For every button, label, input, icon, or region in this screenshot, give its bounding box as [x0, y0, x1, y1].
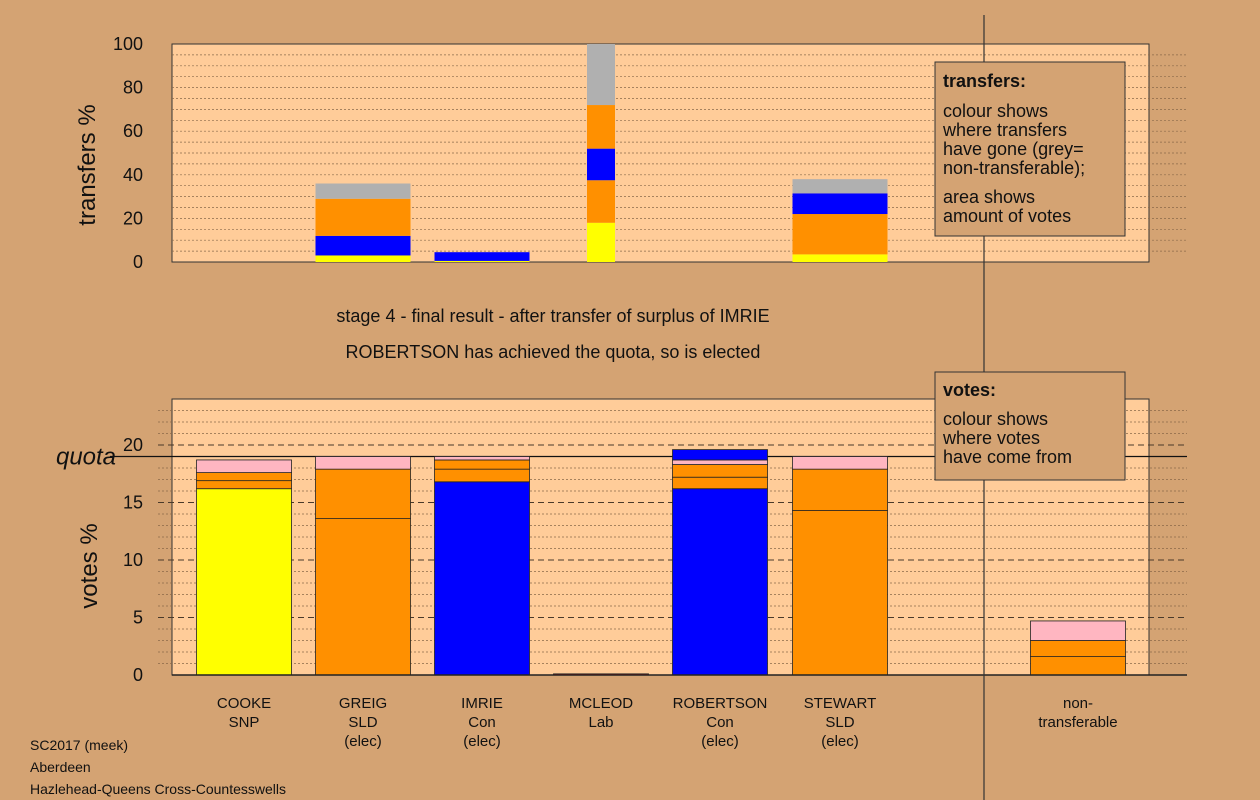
- votes-y-ticks: 0 5 10 15 20: [123, 435, 143, 685]
- footer-line: SC2017 (meek): [30, 737, 128, 753]
- vote-bar-segment: [196, 459, 292, 474]
- vote-bar-segment: [434, 481, 530, 676]
- category-label: SLD: [825, 714, 854, 731]
- votes-legend-line: colour shows: [943, 409, 1048, 429]
- vote-bar-segment: [315, 456, 411, 470]
- y-tick-label: 100: [113, 34, 143, 54]
- category-label: (elec): [821, 733, 859, 750]
- transfer-bar-segment: [792, 179, 888, 194]
- category-label: SNP: [229, 714, 260, 731]
- y-tick-label: 20: [123, 435, 143, 455]
- transfer-bar-segment: [315, 198, 411, 236]
- transfer-bar-segment: [315, 235, 411, 256]
- y-tick-label: 80: [123, 78, 143, 98]
- votes-legend-title: votes:: [943, 380, 996, 400]
- stage-text: stage 4 - final result - after transfer …: [336, 306, 769, 326]
- transfers-bars: [315, 44, 888, 262]
- votes-y-axis-title: votes %: [76, 523, 103, 608]
- y-tick-label: 20: [123, 208, 143, 228]
- transfer-bar-segment: [792, 193, 888, 215]
- vote-bar-segment: [434, 456, 530, 461]
- transfer-bar-segment: [587, 44, 615, 106]
- transfers-legend-line: non-transferable);: [943, 158, 1085, 178]
- elected-text: ROBERTSON has achieved the quota, so is …: [346, 342, 761, 362]
- footer-line: Aberdeen: [30, 759, 91, 775]
- vote-bar-segment: [792, 468, 888, 511]
- votes-legend-box: votes: colour shows where votes have com…: [934, 371, 1126, 481]
- transfers-legend-line: area shows: [943, 187, 1035, 207]
- vote-bar-segment: [672, 476, 768, 490]
- transfer-bar-segment: [315, 255, 411, 262]
- vote-bar-segment: [1030, 656, 1126, 676]
- vote-bar-segment: [672, 464, 768, 478]
- category-label: ROBERTSON: [673, 695, 768, 712]
- votes-legend-background: [934, 371, 1126, 481]
- quota-label: quota: [56, 444, 116, 471]
- vote-bar-segment: [792, 510, 888, 676]
- y-tick-label: 0: [133, 252, 143, 272]
- transfer-bar-segment: [587, 222, 615, 262]
- category-label: non-: [1063, 695, 1093, 712]
- transfer-bar-segment: [587, 180, 615, 223]
- category-label: SLD: [348, 714, 377, 731]
- category-label: GREIG: [339, 695, 387, 712]
- vote-bar-segment: [196, 480, 292, 490]
- transfer-bar-segment: [434, 260, 530, 262]
- transfers-legend-line: amount of votes: [943, 206, 1071, 226]
- vote-bar-segment: [672, 449, 768, 461]
- category-label: transferable: [1038, 714, 1117, 731]
- y-tick-label: 15: [123, 493, 143, 513]
- vote-bar-segment: [672, 488, 768, 676]
- y-tick-label: 40: [123, 165, 143, 185]
- y-tick-label: 10: [123, 550, 143, 570]
- vote-bar-segment: [1030, 620, 1126, 641]
- transfer-bar-segment: [315, 183, 411, 199]
- category-label: IMRIE: [461, 695, 503, 712]
- transfers-y-ticks: 0 20 40 60 80 100: [113, 34, 143, 272]
- transfer-bar-segment: [434, 252, 530, 261]
- category-label: Con: [706, 714, 734, 731]
- y-tick-label: 0: [133, 665, 143, 685]
- vote-bar-segment: [434, 468, 530, 483]
- vote-bar-segment: [672, 459, 768, 465]
- transfers-legend-line: have gone (grey=: [943, 139, 1084, 159]
- vote-bar-segment: [434, 459, 530, 470]
- transfers-legend-box: transfers: colour shows where transfers …: [934, 61, 1126, 237]
- category-label: Lab: [588, 714, 613, 731]
- transfer-bar-segment: [792, 254, 888, 262]
- transfers-legend-title: transfers:: [943, 71, 1026, 91]
- category-label: MCLEOD: [569, 695, 633, 712]
- vote-bar-segment: [1030, 640, 1126, 658]
- y-tick-label: 60: [123, 121, 143, 141]
- category-label: STEWART: [804, 695, 877, 712]
- vote-bar-segment: [792, 456, 888, 470]
- y-tick-label: 5: [133, 608, 143, 628]
- transfer-bar-segment: [587, 105, 615, 149]
- vote-bar-segment: [315, 468, 411, 519]
- vote-bar-segment: [196, 488, 292, 676]
- transfer-bar-segment: [792, 214, 888, 255]
- transfer-bar-segment: [587, 148, 615, 181]
- category-label: Con: [468, 714, 496, 731]
- votes-legend-line: where votes: [942, 428, 1040, 448]
- votes-category-labels: COOKE SNP GREIG SLD (elec) IMRIE Con (elec) MCLE…: [217, 695, 1118, 750]
- transfers-y-axis-title: transfers %: [74, 104, 101, 225]
- category-label: (elec): [701, 733, 739, 750]
- transfers-legend-background: [934, 61, 1126, 237]
- vote-bar-segment: [315, 518, 411, 676]
- vote-bar-segment: [196, 472, 292, 482]
- transfers-legend-line: colour shows: [943, 101, 1048, 121]
- transfers-legend-line: where transfers: [942, 120, 1067, 140]
- category-label: (elec): [463, 733, 501, 750]
- category-label: (elec): [344, 733, 382, 750]
- category-label: COOKE: [217, 695, 271, 712]
- footer-line: Hazlehead-Queens Cross-Countesswells: [30, 781, 286, 797]
- votes-legend-line: have come from: [943, 447, 1072, 467]
